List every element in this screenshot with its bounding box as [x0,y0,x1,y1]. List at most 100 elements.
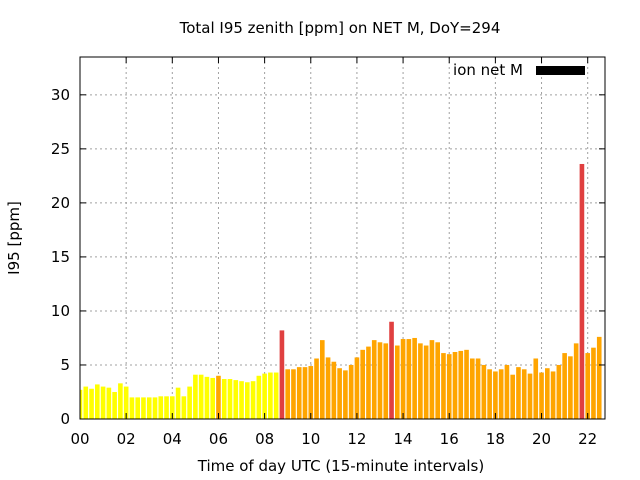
bar [389,321,394,419]
y-tick-label: 15 [51,248,70,266]
bar [383,343,389,419]
bar [80,389,83,419]
bar [464,349,469,419]
bar [348,364,354,419]
y-tick-label: 0 [60,410,70,428]
x-tick-label: 04 [163,430,182,448]
bar [175,387,181,419]
bar [152,397,158,419]
bar [371,340,377,419]
bar [331,361,337,419]
bar [354,357,360,419]
bar [135,397,140,419]
bar [360,349,365,419]
bar [89,388,94,419]
bar [504,364,510,419]
bar [458,350,464,419]
bar [400,339,406,419]
y-tick-label: 5 [60,356,70,374]
x-tick-label: 06 [209,430,228,448]
bar [314,358,319,419]
x-tick-label: 22 [578,430,597,448]
bar [123,386,129,419]
bar [285,369,290,419]
y-tick-label: 20 [51,194,70,212]
x-tick-label: 20 [532,430,551,448]
bar [591,347,596,419]
legend-label: ion net M [453,61,523,79]
bar [210,377,215,419]
bar [475,358,481,419]
bar [435,342,440,419]
bar [262,373,267,419]
bar [452,352,458,419]
bar [239,381,244,419]
bar [291,369,296,419]
bar [556,364,562,419]
bar [296,367,302,419]
bar [302,367,308,419]
bar [418,343,423,419]
chart-title: Total I95 zenith [ppm] on NET M, DoY=294 [179,19,501,37]
bar [216,375,221,419]
bar [118,383,123,419]
bar [510,374,515,419]
bar [187,386,192,419]
bar [441,353,446,419]
bar [245,382,250,419]
bar [158,396,164,419]
legend: ion net M [453,61,585,79]
bar [170,396,175,419]
bar [423,345,429,419]
y-axis-label: I95 [ppm] [5,201,23,275]
bar [481,364,487,419]
x-tick-label: 18 [486,430,505,448]
bar [112,391,117,419]
bar [562,353,567,419]
bar [446,354,452,419]
x-axis-label: Time of day UTC (15-minute intervals) [197,457,484,475]
bar [406,339,412,419]
bar [568,356,573,419]
bar [550,371,556,419]
bar [325,357,331,419]
bar [268,372,273,419]
bar [181,396,187,419]
bar [533,358,539,419]
bar [395,345,400,419]
bar [521,369,527,419]
bar [337,368,342,419]
bar [516,367,521,419]
bar [146,397,152,419]
y-tick-labels: 0 5 10 15 20 25 30 [51,86,70,428]
bar [429,340,435,419]
bar [100,386,106,419]
bar [320,340,325,419]
bar [193,374,198,419]
x-tick-label: 00 [70,430,89,448]
bar [256,375,262,419]
bar [527,373,533,419]
bar [221,379,227,419]
bar [377,342,383,419]
bar [164,396,169,419]
bar [198,374,204,419]
bar [539,372,544,419]
bar [250,381,256,419]
x-tick-label: 10 [301,430,320,448]
y-tick-label: 10 [51,302,70,320]
grid-lines [80,57,605,419]
x-tick-label: 08 [255,430,274,448]
bar [106,387,112,419]
bar [343,370,348,419]
bar [227,379,233,419]
x-tick-label: 02 [117,430,136,448]
plot-frame [79,56,606,420]
bar [279,330,285,419]
bar [573,343,579,419]
bar [545,368,550,419]
y-tick-label: 25 [51,140,70,158]
bar [579,163,585,419]
bar [493,371,498,419]
